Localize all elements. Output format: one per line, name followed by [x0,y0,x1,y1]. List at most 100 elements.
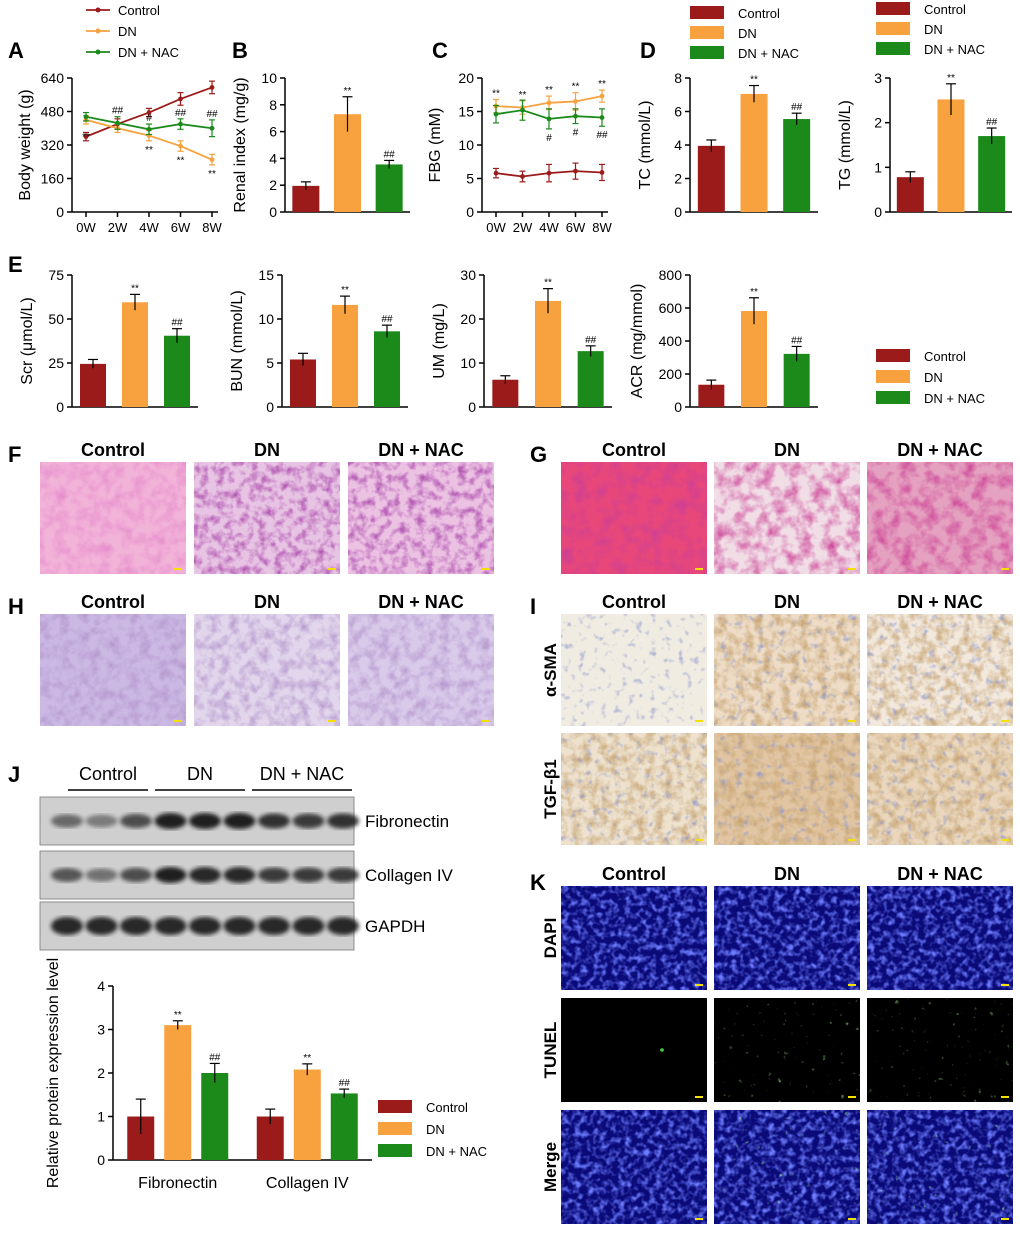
y-tick-label: 15 [258,267,274,283]
tile-k-dapi-0 [561,886,707,990]
bar [740,93,768,212]
legend-label: Control [426,1100,468,1115]
legend-label: DN [924,22,943,37]
bar [697,145,725,212]
tile-i-asma-control [561,614,707,726]
chart-e1: 0 25 50 75 Scr (μmol/L) ** ## [19,267,198,415]
y-tick-label: 2 [269,177,277,193]
tile-nuclei [867,733,1013,845]
legend-swatch [876,349,910,362]
tile-k-merge-2 [867,1110,1013,1224]
blot-band [223,917,256,935]
x-tick-label: 8W [592,220,612,235]
bar [698,384,725,407]
blot-band [292,917,325,935]
tile-nuclei [714,1110,860,1224]
y-axis-label: FBG (mM) [427,108,444,183]
legend-boxes: Control DN DN + NAC [378,1100,487,1159]
panel-letters: A B C D E F G H I J K [8,38,656,895]
blot-band [223,813,256,829]
chart-e4: 0 200 400 600 800 ACR (mg/mmol) ** ## [629,267,818,415]
legend-label: Control [924,349,966,364]
row-label: TGF-β1 [541,759,560,818]
blot-group-label: Control [79,764,137,784]
legend-boxes: Control DN DN + NAC [876,349,985,406]
group-title: DN + NAC [897,864,983,884]
data-point [178,96,183,102]
y-tick-label: 800 [659,267,683,283]
tile-texture [714,886,860,990]
legend-label: DN + NAC [738,46,799,61]
legend-boxes: Control DN DN + NAC [690,6,799,61]
y-tick-label: 3 [97,1022,105,1038]
significance-label: ## [585,335,597,346]
tile-h-dn [194,614,340,726]
legend-swatch [876,391,910,404]
x-tick-label: 2W [108,220,128,235]
y-tick-label: 75 [48,267,64,283]
significance-label: ## [986,117,998,128]
blot-group-label: DN + NAC [260,764,345,784]
scale-bar [174,720,182,722]
tile-texture [194,462,340,574]
chart-j: 0 1 2 3 4 Relative protein expression level Fi… [45,958,372,1192]
tile-f-dn [194,462,340,574]
significance-label: ** [341,285,349,296]
blot-band [258,917,290,935]
data-point [520,174,525,179]
blot-band [223,867,256,883]
tile-f-nac [348,462,494,574]
scale-bar [482,720,490,722]
scale-bar [848,1096,856,1098]
x-tick-label: 6W [566,220,586,235]
tile-i-asma-nac [867,614,1013,726]
scale-bar [1001,984,1009,986]
bar [492,379,519,407]
tunel-control-overlay [561,998,707,1102]
data-point [178,143,183,149]
titles-k: Control DN DN + NAC [602,864,983,884]
group-title: DN + NAC [897,440,983,460]
legend-boxes: Control DN DN + NAC [876,2,985,57]
western-blot: Control DN DN + NAC Fibronectin Collagen IV G… [39,764,454,951]
group-title: DN [774,440,800,460]
data-point [546,100,552,106]
tile-nuclei [714,733,860,845]
blot-band [85,868,118,882]
chart-e2: 0 5 10 15 BUN (mmol/L) ** ## [229,267,408,415]
y-tick-label: 20 [458,70,474,86]
legend-swatch [690,46,724,59]
y-axis-label: Body weight (g) [17,89,34,200]
panel-letter-f: F [8,442,21,467]
blot-band [189,813,221,829]
legend-swatch [378,1100,412,1113]
chart-b: 0 2 4 6 8 10 Renal index (mg/g) ** ## [232,70,410,220]
bar [374,331,400,407]
legend-label: Control [118,3,160,18]
data-point [599,170,605,175]
significance-label: ** [947,73,955,84]
data-point [599,93,605,99]
scale-bar [174,568,182,570]
data-point [520,107,525,113]
legend-label: Control [924,2,966,17]
x-category-label: Fibronectin [138,1175,217,1192]
tile-k-tunel-1 [714,998,860,1102]
scale-bar [1001,1218,1009,1220]
bar [164,1025,192,1160]
tile-f-control [40,462,186,574]
blot-band [85,814,118,828]
significance-label: ** [131,283,139,294]
bar [293,1069,321,1160]
bar [201,1073,229,1160]
x-tick-label: 2W [513,220,533,235]
tile-texture [714,998,860,1102]
tunel-control-dark [561,998,707,1102]
row-labels-i: α-SMA TGF-β1 [541,643,560,819]
blot-band [189,917,221,935]
legend-lines: Control DN DN + NAC [86,3,179,60]
tile-texture [561,1110,707,1224]
blot-band-label: Collagen IV [365,866,454,885]
y-tick-label: 10 [261,70,277,86]
